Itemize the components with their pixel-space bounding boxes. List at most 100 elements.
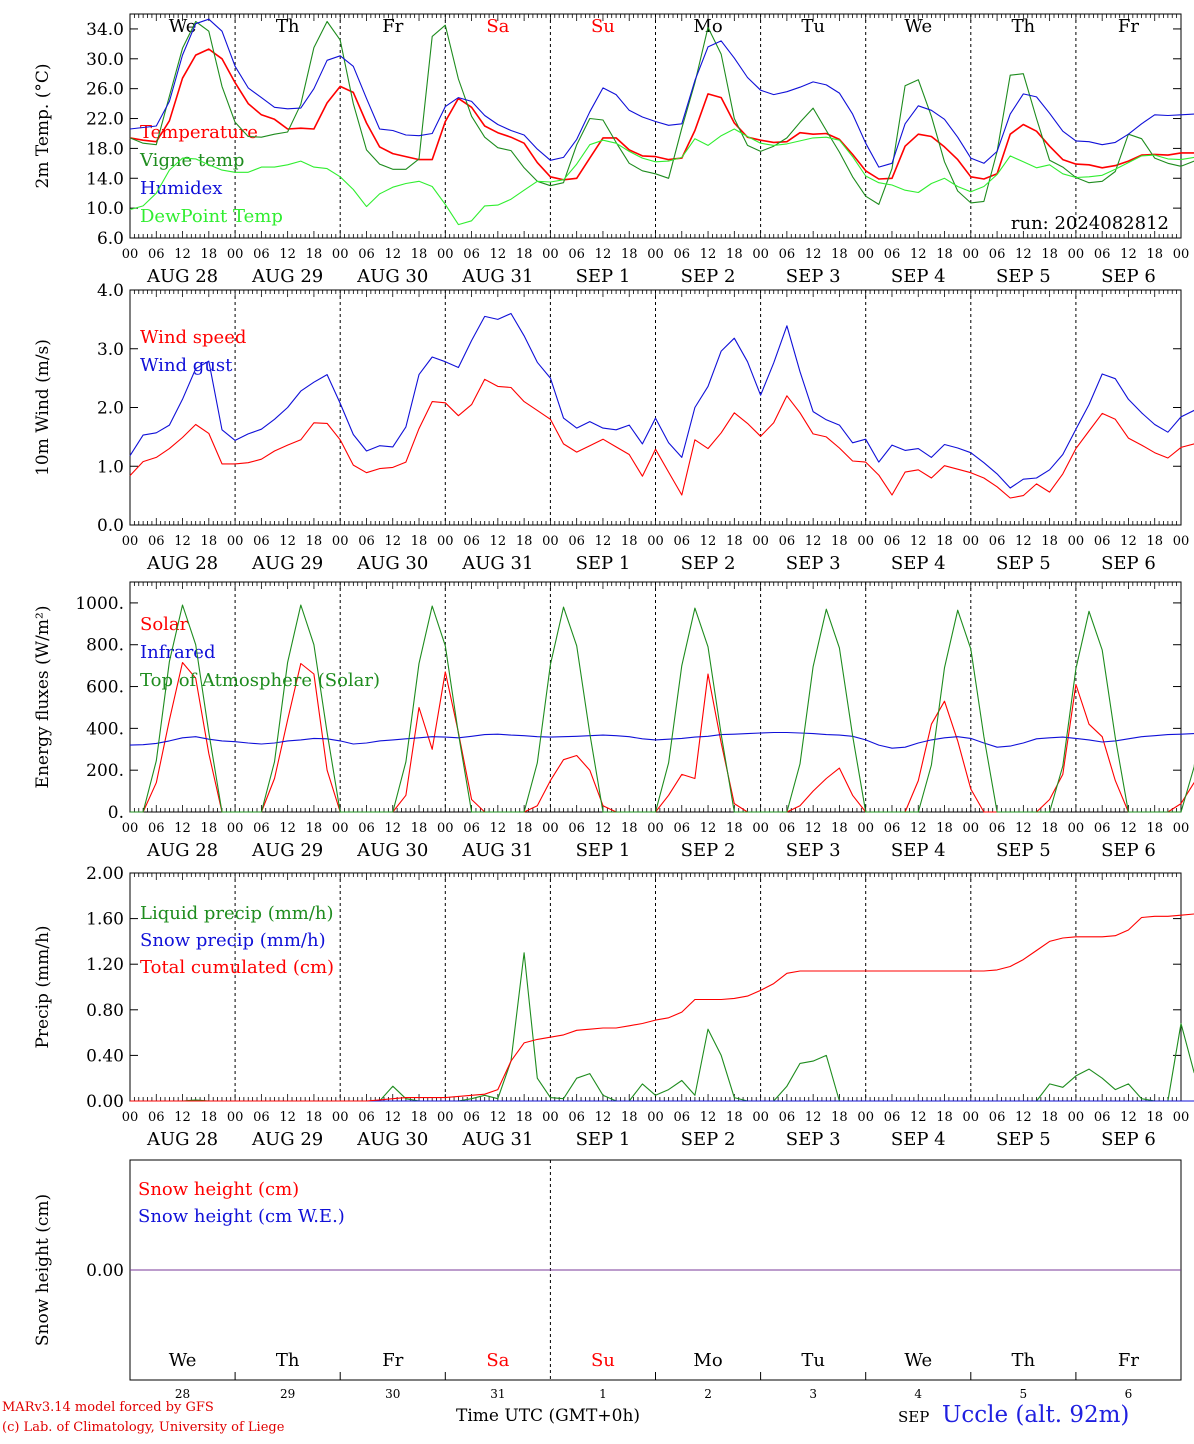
y-axis-label: 10m Wind (m/s) <box>33 339 53 476</box>
weekday-label: Tu <box>801 1350 825 1371</box>
hour-label: 06 <box>463 247 480 262</box>
series-line-wind-gust <box>129 312 1194 489</box>
hour-label: 12 <box>595 247 612 262</box>
hour-label: 00 <box>752 247 769 262</box>
y-axis-label: Precip (mm/h) <box>33 925 53 1048</box>
legend-entry: Infrared <box>140 642 215 663</box>
hour-label: 18 <box>516 821 533 836</box>
hour-label: 00 <box>1068 534 1085 549</box>
hour-label: 12 <box>700 534 717 549</box>
hour-label: 12 <box>595 1110 612 1125</box>
y-tick-label: 34.0 <box>86 20 124 40</box>
hour-label: 00 <box>647 247 664 262</box>
hour-label: 06 <box>779 534 796 549</box>
weekday-label: Th <box>276 16 300 37</box>
hour-label: 00 <box>227 821 244 836</box>
weekday-label: Th <box>1012 1350 1036 1371</box>
y-tick-label: 600. <box>86 678 124 698</box>
hour-label: 06 <box>253 534 270 549</box>
weekday-label: Mo <box>693 1350 722 1371</box>
panel-energy: 1000. 800. 600. 400. 200. 0. Energy fluxes (W/… <box>33 581 1194 861</box>
hour-label: 12 <box>1120 247 1137 262</box>
weekday-label: Tu <box>801 16 825 37</box>
series-line-vigne-temp <box>129 20 1194 205</box>
hour-label: 06 <box>884 247 901 262</box>
hour-label: 06 <box>674 821 691 836</box>
date-label: SEP 3 <box>786 1129 841 1150</box>
hour-label: 00 <box>332 821 349 836</box>
hour-label: 00 <box>752 821 769 836</box>
hour-label: 00 <box>1068 1110 1085 1125</box>
day-number-label: 6 <box>1125 1387 1133 1401</box>
y-tick-label: 4.0 <box>97 281 124 301</box>
legend-entry: Solar <box>140 614 189 635</box>
hour-label: 06 <box>463 1110 480 1125</box>
hour-label: 12 <box>910 821 927 836</box>
hour-label: 12 <box>595 534 612 549</box>
hour-label: 06 <box>1094 1110 1111 1125</box>
y-tick-label: 0. <box>108 803 124 823</box>
hour-label: 06 <box>148 247 165 262</box>
hour-label: 18 <box>411 821 428 836</box>
hour-label: 06 <box>358 1110 375 1125</box>
hour-label: 00 <box>1173 534 1190 549</box>
y-tick-label: 14.0 <box>86 169 124 189</box>
station-label: Uccle (alt. 92m) <box>942 1402 1130 1428</box>
hour-label: 12 <box>805 247 822 262</box>
y-tick-label: 0.0 <box>97 516 124 536</box>
month-label: SEP <box>898 1408 930 1426</box>
hour-label: 18 <box>831 247 848 262</box>
hour-label: 00 <box>963 821 980 836</box>
hour-label: 12 <box>279 1110 296 1125</box>
hour-label: 18 <box>936 1110 953 1125</box>
hour-label: 12 <box>910 1110 927 1125</box>
hour-label: 00 <box>963 247 980 262</box>
hour-label: 12 <box>805 1110 822 1125</box>
hour-label: 12 <box>910 247 927 262</box>
hour-label: 00 <box>437 534 454 549</box>
weekday-label: Sa <box>486 1350 509 1371</box>
hour-label: 00 <box>437 821 454 836</box>
y-tick-label: 800. <box>86 636 124 656</box>
hour-label: 00 <box>1068 821 1085 836</box>
hour-label: 18 <box>726 1110 743 1125</box>
hour-label: 06 <box>884 534 901 549</box>
y-tick-label: 2.0 <box>97 399 124 419</box>
hour-label: 12 <box>490 534 507 549</box>
hour-label: 06 <box>674 1110 691 1125</box>
date-label: SEP 1 <box>576 266 631 287</box>
hour-label: 06 <box>1094 247 1111 262</box>
hour-label: 18 <box>411 1110 428 1125</box>
hour-label: 18 <box>726 534 743 549</box>
hour-label: 00 <box>332 534 349 549</box>
hour-label: 06 <box>989 821 1006 836</box>
series-line-humidex <box>129 18 1194 168</box>
hour-label: 06 <box>148 534 165 549</box>
hour-label: 18 <box>1146 534 1163 549</box>
hour-label: 18 <box>306 534 323 549</box>
y-tick-label: 200. <box>86 761 124 781</box>
legend-entry: Snow height (cm W.E.) <box>138 1206 345 1227</box>
hour-label: 12 <box>279 534 296 549</box>
date-label: SEP 4 <box>891 840 946 861</box>
hour-label: 12 <box>1015 247 1032 262</box>
series-line-infrared <box>129 731 1194 749</box>
hour-label: 00 <box>857 1110 874 1125</box>
hour-label: 00 <box>647 534 664 549</box>
hour-label: 06 <box>884 1110 901 1125</box>
date-label: SEP 1 <box>576 553 631 574</box>
hour-label: 00 <box>542 534 559 549</box>
hour-label: 06 <box>674 247 691 262</box>
hour-label: 12 <box>490 821 507 836</box>
date-label: AUG 28 <box>146 840 218 861</box>
date-label: SEP 1 <box>576 840 631 861</box>
day-number-label: 5 <box>1020 1387 1028 1401</box>
hour-label: 06 <box>253 247 270 262</box>
weekday-label: We <box>904 16 932 37</box>
hour-label: 18 <box>936 247 953 262</box>
day-number-label: 1 <box>599 1387 607 1401</box>
panel-wind: 4.0 3.0 2.0 1.0 0.0 10m Wind (m/s) 00 06 12 18 AUG… <box>33 281 1194 574</box>
hour-label: 06 <box>463 821 480 836</box>
